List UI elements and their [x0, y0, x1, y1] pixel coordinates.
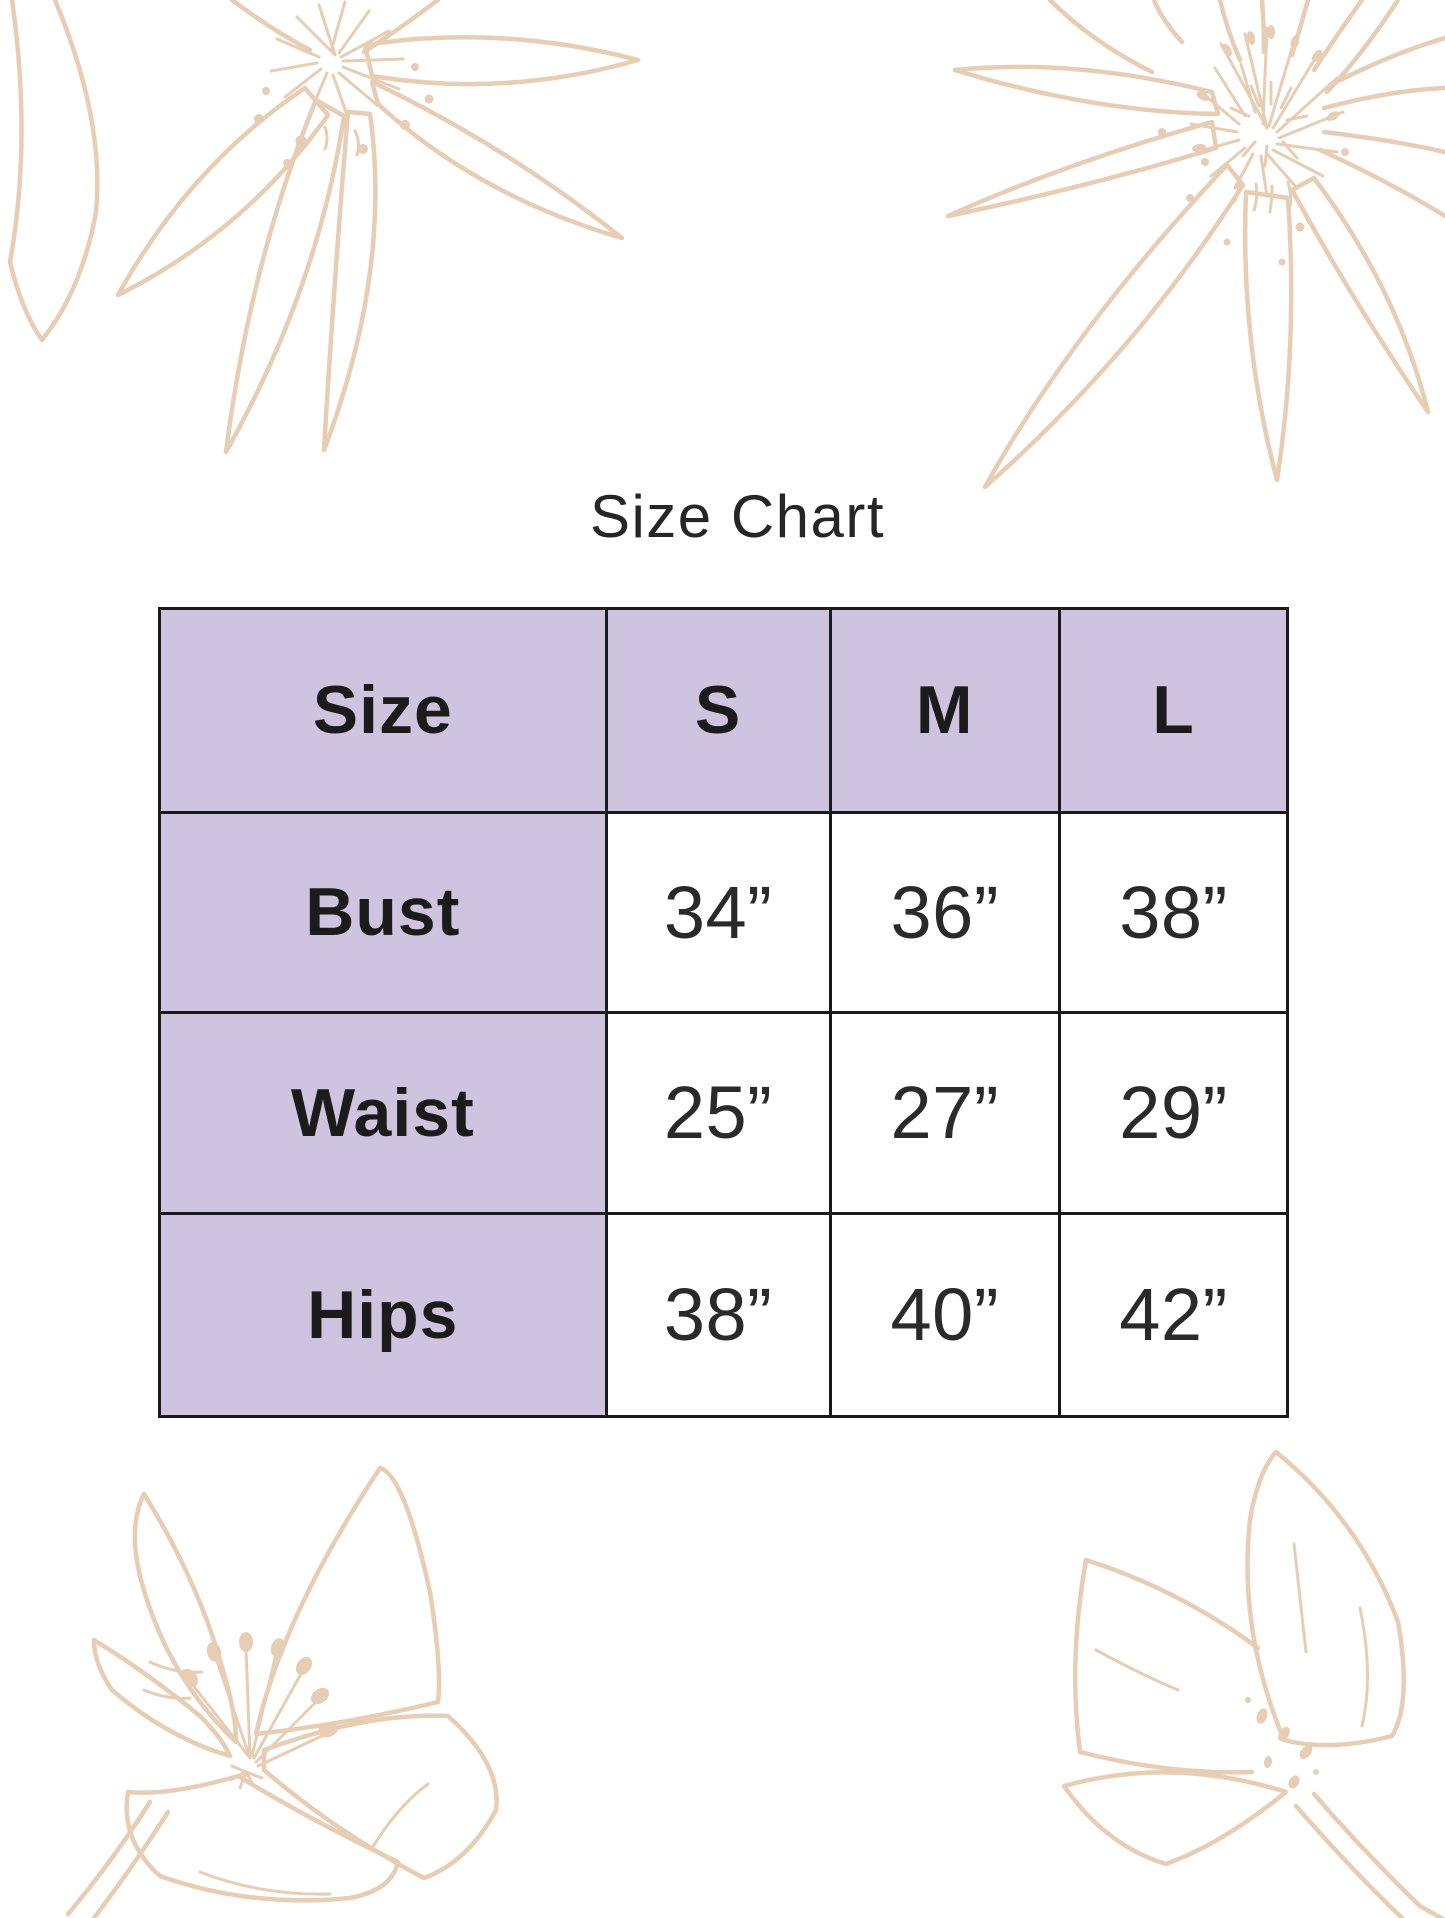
flower-illustration-top-left	[7, 0, 641, 455]
header-cell-size: Size	[161, 610, 608, 814]
header-cell-s: S	[607, 610, 832, 814]
header-cell-l: L	[1061, 610, 1286, 814]
cell-waist-l: 29”	[1061, 1014, 1286, 1215]
cell-bust-s: 34”	[607, 813, 832, 1015]
size-chart-table: Size S M L Bust 34” 36” 38” Waist 25” 27…	[158, 607, 1289, 1418]
flower-illustration-bottom-left	[65, 1465, 499, 1918]
row-label-hips: Hips	[161, 1214, 608, 1415]
cell-hips-m: 40”	[831, 1214, 1061, 1415]
cell-bust-l: 38”	[1061, 813, 1286, 1015]
row-label-bust: Bust	[161, 813, 608, 1015]
cell-waist-m: 27”	[831, 1014, 1061, 1215]
header-cell-m: M	[831, 610, 1061, 814]
flower-illustration-bottom-right	[1061, 1449, 1445, 1918]
cell-hips-l: 42”	[1061, 1214, 1286, 1415]
row-label-waist: Waist	[161, 1014, 608, 1215]
page-title: Size Chart	[589, 483, 886, 550]
flower-illustration-top-right	[945, 0, 1445, 490]
cell-waist-s: 25”	[607, 1014, 832, 1215]
cell-hips-s: 38”	[607, 1214, 832, 1415]
cell-bust-m: 36”	[831, 813, 1061, 1015]
